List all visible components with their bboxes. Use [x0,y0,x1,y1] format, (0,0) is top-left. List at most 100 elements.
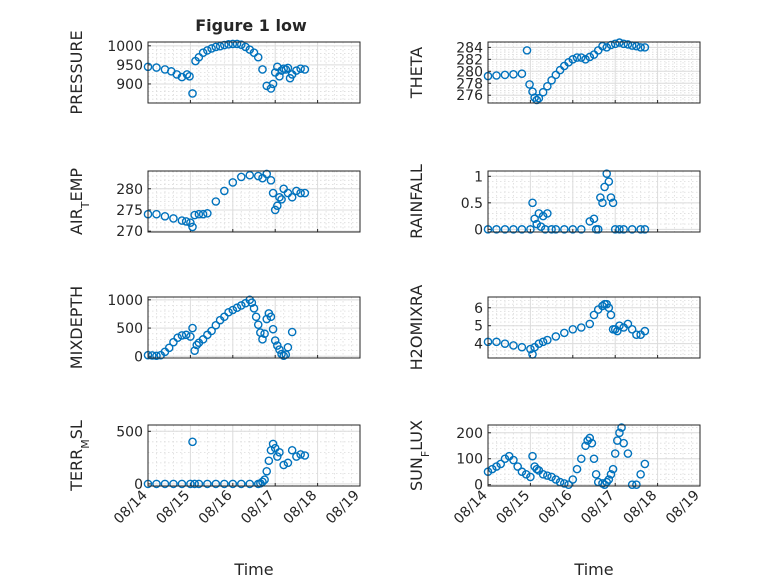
data-point [596,193,605,202]
data-point [587,438,597,448]
data-point [543,471,552,480]
data-point [500,225,510,234]
data-point [606,470,616,479]
data-point [640,326,650,336]
data-point [600,480,609,490]
y-tick-label: 5 [474,319,483,335]
data-point [623,319,633,329]
data-point [598,41,607,51]
data-point [636,43,645,52]
data-point [509,341,518,350]
data-point [604,475,614,484]
data-point [576,323,586,332]
data-point [547,225,556,234]
y-tick-label: 500 [116,321,143,337]
data-point [211,320,221,330]
data-point [623,40,633,49]
y-tick-label: 0 [134,349,143,365]
data-point [606,310,616,320]
data-point [547,472,556,482]
data-point [615,38,624,47]
data-point [273,452,282,461]
data-point [203,209,212,218]
data-point [522,46,532,55]
data-point [275,448,284,457]
data-point [249,48,259,57]
data-point [296,188,305,198]
data-point [207,44,216,53]
x-axis-label: Time [233,560,273,579]
data-point [236,301,246,310]
data-point [169,214,178,223]
data-point [627,324,637,334]
data-point [147,351,157,360]
data-point [500,339,510,348]
data-point [640,459,650,469]
y-tick-label: 278 [456,76,483,92]
data-point [632,41,641,51]
y-tick-label: 284 [456,40,483,56]
data-point [551,475,561,484]
data-point [517,467,527,477]
data-point [152,209,161,219]
data-point [589,310,599,320]
y-tick-label: 200 [456,426,483,442]
y-tick-label: 500 [116,424,143,440]
y-axis-label: TERRMSL [67,420,92,492]
data-point [169,479,178,489]
data-point [300,65,310,74]
data-point [585,217,595,226]
data-point [543,335,552,345]
axes-frame [147,424,361,487]
data-point [181,217,191,226]
data-point [152,479,161,489]
y-tick-label: 4 [474,337,483,353]
data-point [547,75,556,85]
data-point [270,336,280,345]
data-point [538,470,548,479]
data-point [177,479,187,489]
data-point [585,433,595,443]
data-point [602,169,612,178]
subplot-6: 4 5 6 H2OMIXRA [407,285,701,370]
data-point [268,79,278,89]
data-point [632,480,641,490]
y-tick-label: 0.5 [461,196,483,212]
data-point [203,46,212,55]
data-point [236,172,246,182]
data-point [207,326,216,336]
data-point [492,71,501,80]
y-tick-label: 1000 [107,293,143,309]
data-point [245,170,255,180]
data-point [152,63,161,72]
data-point [292,66,301,75]
y-tick-label: 270 [116,224,143,240]
data-point [568,475,578,484]
data-point [615,225,624,234]
data-point [538,87,548,97]
data-point [253,171,263,181]
data-point [194,479,204,489]
y-tick-label: 276 [456,88,483,104]
data-point [619,225,628,234]
data-point [228,39,238,49]
data-point [220,312,229,322]
data-point [492,462,501,471]
data-point [228,178,238,187]
axes-frame [487,41,701,104]
data-point [517,69,527,78]
data-point [190,479,199,489]
data-point [627,480,637,490]
y-axis-label: RAINFALL [407,164,426,239]
y-tick-label: 280 [116,182,143,198]
data-point [572,53,582,62]
data-point [602,43,612,52]
axes-frame [147,41,361,104]
data-point [581,55,590,64]
data-point [636,225,645,234]
y-axis-label: SUNFLUX [407,420,432,491]
y-tick-label: 282 [456,52,483,68]
data-point [589,454,599,464]
data-point [568,324,578,334]
